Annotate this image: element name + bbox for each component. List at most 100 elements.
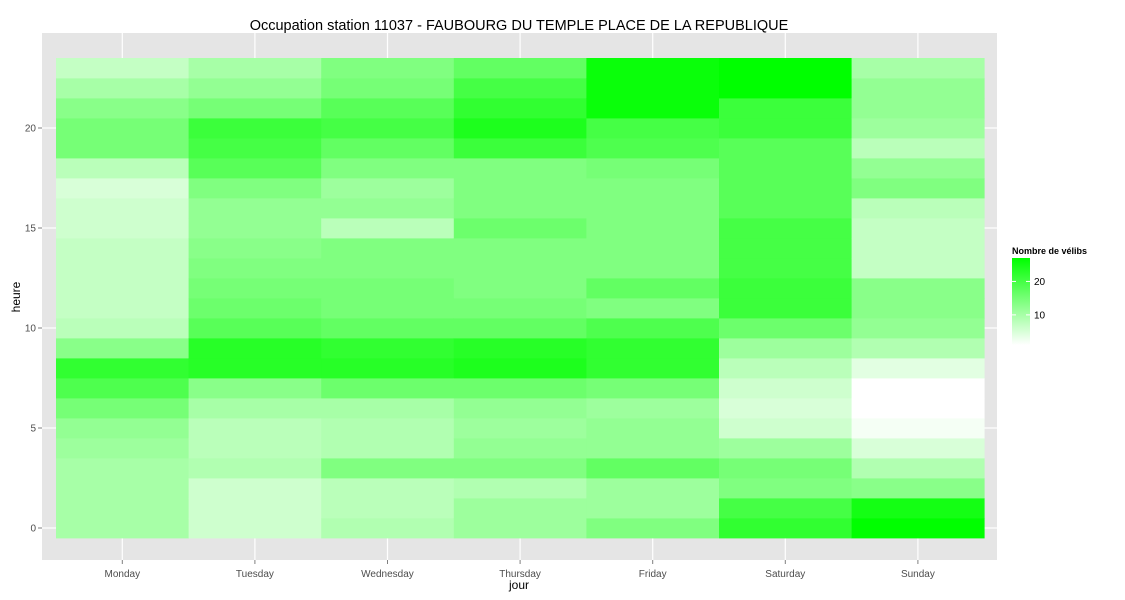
x-tick-label: Thursday xyxy=(499,569,541,580)
heatmap-tile xyxy=(56,298,189,319)
heatmap-tile xyxy=(851,178,985,199)
heatmap-tile xyxy=(188,458,322,479)
heatmap-tile xyxy=(586,158,720,179)
heatmap-tile xyxy=(851,278,985,299)
heatmap-tile xyxy=(453,258,587,279)
heatmap-tile xyxy=(188,218,322,239)
y-tick-label: 20 xyxy=(25,124,37,135)
heatmap-tile xyxy=(586,138,720,159)
heatmap-tile xyxy=(453,298,587,319)
heatmap-tile xyxy=(188,438,322,459)
heatmap-tile xyxy=(56,118,189,139)
heatmap-tile xyxy=(56,278,189,299)
x-tick-label: Wednesday xyxy=(361,569,414,580)
y-axis-title: heure xyxy=(9,281,23,312)
heatmap-tile xyxy=(321,198,455,219)
heatmap-tile xyxy=(321,318,455,339)
x-axis-title: jour xyxy=(508,578,529,592)
heatmap-tile xyxy=(453,518,587,539)
heatmap-tile xyxy=(188,498,322,519)
heatmap-tile xyxy=(719,278,852,299)
heatmap-tile xyxy=(851,158,985,179)
heatmap-tile xyxy=(188,358,322,379)
heatmap-tile xyxy=(586,98,720,119)
heatmap-tile xyxy=(586,218,720,239)
heatmap-tile xyxy=(851,58,985,79)
heatmap-tile xyxy=(321,478,455,499)
heatmap-tile xyxy=(586,178,720,199)
heatmap-tile xyxy=(851,518,985,539)
x-tick-label: Monday xyxy=(105,569,141,580)
heatmap-tile xyxy=(321,498,455,519)
heatmap-tile xyxy=(719,358,852,379)
x-tick-label: Tuesday xyxy=(236,569,274,580)
heatmap-tile xyxy=(719,98,852,119)
heatmap-tile xyxy=(851,338,985,359)
heatmap-tile xyxy=(586,278,720,299)
heatmap-tile xyxy=(321,138,455,159)
heatmap-tile xyxy=(586,458,720,479)
heatmap-tile xyxy=(188,138,322,159)
heatmap-tile xyxy=(586,378,720,399)
heatmap-tile xyxy=(56,338,189,359)
heatmap-tile xyxy=(321,118,455,139)
heatmap-tile xyxy=(851,298,985,319)
heatmap-tile xyxy=(851,498,985,519)
heatmap-tile xyxy=(453,338,587,359)
y-axis: 0 5 10 15 20 xyxy=(25,124,42,535)
heatmap-tile xyxy=(321,298,455,319)
heatmap-tile xyxy=(453,418,587,439)
heatmap-tile xyxy=(851,118,985,139)
legend-title: Nombre de vélibs xyxy=(1012,246,1087,256)
heatmap-tile xyxy=(56,218,189,239)
heatmap-tile xyxy=(453,478,587,499)
heatmap-tile xyxy=(453,398,587,419)
heatmap-tile xyxy=(321,258,455,279)
heatmap-tile xyxy=(56,478,189,499)
heatmap-tile xyxy=(321,458,455,479)
heatmap-tile xyxy=(321,398,455,419)
heatmap-tile xyxy=(851,398,985,419)
heatmap-tile xyxy=(851,138,985,159)
heatmap-tile xyxy=(851,198,985,219)
heatmap-tile xyxy=(719,338,852,359)
heatmap-tile xyxy=(851,418,985,439)
heatmap-tile xyxy=(56,358,189,379)
heatmap-tile xyxy=(851,258,985,279)
heatmap-tile xyxy=(586,438,720,459)
heatmap-tile xyxy=(586,398,720,419)
y-tick-label: 15 xyxy=(25,224,37,235)
heatmap-tile xyxy=(56,138,189,159)
legend: Nombre de vélibs 10 20 xyxy=(1012,246,1087,345)
heatmap-tile xyxy=(188,418,322,439)
heatmap-tile xyxy=(453,358,587,379)
heatmap-tile xyxy=(188,258,322,279)
y-tick-label: 0 xyxy=(30,524,36,535)
heatmap-tile xyxy=(188,118,322,139)
heatmap-tile xyxy=(586,338,720,359)
x-tick-label: Saturday xyxy=(765,569,805,580)
heatmap-tile xyxy=(188,238,322,259)
heatmap-tile xyxy=(851,318,985,339)
heatmap-tile xyxy=(453,58,587,79)
heatmap-tile xyxy=(56,418,189,439)
heatmap-tile xyxy=(851,98,985,119)
heatmap-tile xyxy=(719,518,852,539)
heatmap-tile xyxy=(453,78,587,99)
heatmap-tile xyxy=(719,298,852,319)
heatmap-tile xyxy=(188,58,322,79)
heatmap-tile xyxy=(586,78,720,99)
heatmap-tile xyxy=(453,198,587,219)
heatmap-tile xyxy=(321,438,455,459)
x-tick-label: Friday xyxy=(639,569,667,580)
heatmap-tile xyxy=(453,238,587,259)
heatmap-tile xyxy=(586,518,720,539)
heatmap-tile xyxy=(453,158,587,179)
heatmap-tile xyxy=(851,218,985,239)
heatmap-tile xyxy=(719,398,852,419)
heatmap-tile xyxy=(719,138,852,159)
heatmap-tile xyxy=(719,258,852,279)
heatmap-tiles xyxy=(56,58,985,539)
heatmap-tile xyxy=(453,138,587,159)
heatmap-tile xyxy=(719,218,852,239)
